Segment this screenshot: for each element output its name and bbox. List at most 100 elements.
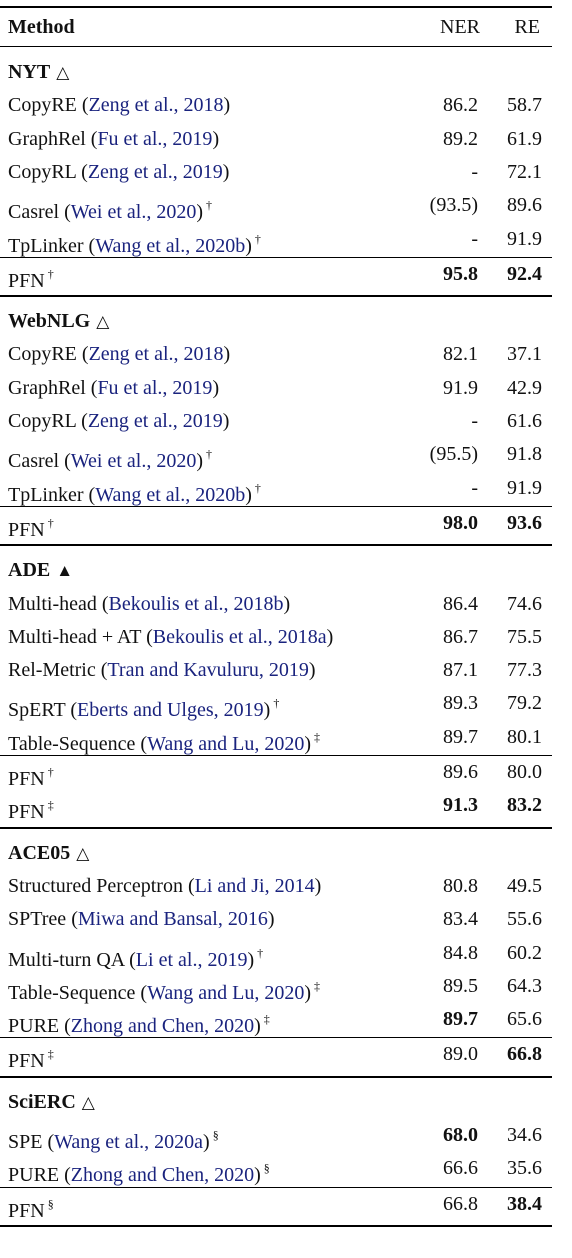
ner-value: 83.4 [443,908,478,931]
re-value: 61.9 [507,127,542,150]
ner-value: (93.5) [429,194,478,217]
footnote-mark: § [263,1161,270,1176]
pfn-rule [0,256,552,258]
footnote-mark: ‡ [314,978,321,993]
re-value: 75.5 [507,625,542,648]
re-value: 58.7 [507,94,542,117]
method-cell: PFN † [8,756,54,795]
footnote-mark: † [206,447,213,462]
method-name: SPE [8,1131,43,1153]
method-cell: PURE (Zhong and Chen, 2020) § [8,1161,270,1187]
method-cell: SPE (Wang et al., 2020a) § [8,1128,219,1153]
citation-link: Wei et al., 2020 [70,201,197,224]
method-name: CopyRL [8,410,77,432]
citation-link: Wang and Lu, 2020 [147,981,305,1004]
table-header: Method NER RE [0,8,552,46]
re-value: 61.6 [507,410,542,432]
method-cell: Table-Sequence (Wang and Lu, 2020) ‡ [8,729,321,755]
header-re: RE [514,16,540,38]
method-cell: Casrel (Wei et al., 2020) † [8,447,213,473]
section-name: NYT [8,61,51,83]
method-name: GraphRel [8,376,86,399]
table-row: CopyRE (Zeng et al., 2018) 86.2 58.7 [0,89,552,121]
section-title: SciERC △ [8,1086,95,1118]
re-value: 80.1 [507,725,542,748]
table-row: Table-Sequence (Wang and Lu, 2020) ‡ 89.5 6… [0,970,552,1004]
method-name: CopyRL [8,160,77,183]
citation-link: Miwa and Bansal, 2016 [77,908,268,931]
citation-link: Bekoulis et al., 2018b [108,592,284,615]
method-name: Multi-head [8,592,97,615]
table-row: TpLinker (Wang et al., 2020b) † - 91.9 [0,472,552,506]
table-row: Multi-turn QA (Li et al., 2019) † 84.8 60.2 [0,937,552,971]
table-row: PURE (Zhong and Chen, 2020) § 66.6 35.6 [0,1152,552,1186]
table-row: CopyRL (Zeng et al., 2019) - 61.6 [0,405,552,437]
citation-link: Tran and Kavuluru, 2019 [107,659,309,682]
method-name: CopyRE [8,343,77,366]
footnote-mark: † [206,198,213,213]
re-value: 49.5 [507,874,542,897]
section-symbol: ▲ [56,561,74,581]
method-name: Multi-turn QA [8,948,125,971]
section-symbol: △ [56,63,70,82]
citation-link: Wei et al., 2020 [70,450,197,473]
method-cell: SPTree (Miwa and Bansal, 2016) [8,908,275,931]
re-value: 37.1 [507,343,542,366]
method-cell: PFN ‡ [8,789,54,828]
section-symbol: △ [81,1092,95,1112]
ner-value: 91.3 [443,794,478,817]
table-row: CopyRE (Zeng et al., 2018) 82.1 37.1 [0,338,552,370]
method-cell: Rel-Metric (Tran and Kavuluru, 2019) [8,659,316,682]
re-value: 91.9 [507,227,542,250]
method-name: Structured Perceptron [8,874,183,897]
ner-value: 89.5 [443,974,478,997]
re-value: 80.0 [507,761,542,783]
re-value: 89.6 [507,194,542,217]
table-row: PFN † 98.0 93.6 [0,507,552,541]
section-symbol: △ [76,843,90,863]
citation-link: Fu et al., 2019 [97,127,213,150]
re-value: 38.4 [507,1192,542,1215]
method-name: CopyRE [8,94,77,117]
ner-value: 89.0 [443,1043,478,1066]
method-name: PURE [8,1164,60,1187]
method-cell: CopyRL (Zeng et al., 2019) [8,160,230,183]
section-name: ADE [8,559,51,582]
citation-link: Wang et al., 2020a [54,1131,204,1153]
citation-link: Eberts and Ulges, 2019 [77,699,264,722]
citation-link: Zeng et al., 2018 [88,94,224,117]
citation-link: Zhong and Chen, 2020 [70,1164,255,1187]
citation-link: Li et al., 2019 [135,948,248,971]
method-name: Casrel [8,201,60,224]
ner-value: 95.8 [443,262,478,285]
pfn-rule [0,1037,552,1039]
citation-link: Wang and Lu, 2020 [147,732,305,755]
method-name: TpLinker [8,234,84,257]
ner-value: 66.6 [443,1157,478,1180]
table-row: Casrel (Wei et al., 2020) † (95.5) 91.8 [0,438,552,472]
footnote-mark: † [47,765,54,779]
section-name: SciERC [8,1090,76,1113]
ner-value: - [471,476,478,499]
table-row: PFN § 66.8 38.4 [0,1188,552,1222]
ner-value: 89.7 [443,725,478,748]
footnote-mark: † [254,231,261,246]
method-cell: TpLinker (Wang et al., 2020b) † [8,231,261,257]
method-name: Table-Sequence [8,981,136,1004]
citation-link: Zeng et al., 2019 [87,160,223,183]
ner-value: - [471,160,478,183]
header-rule [0,46,552,47]
re-value: 83.2 [507,794,542,817]
section-title: WebNLG △ [8,305,109,337]
method-cell: Structured Perceptron (Li and Ji, 2014) [8,874,322,897]
method-name: GraphRel [8,127,86,150]
method-name: TpLinker [8,483,84,506]
ner-value: 89.6 [443,761,478,783]
method-cell: PFN ‡ [8,1038,54,1077]
citation-link: Wang et al., 2020b [95,483,246,506]
footnote-mark: † [47,266,54,281]
pfn-rule [0,505,552,507]
method-cell: Table-Sequence (Wang and Lu, 2020) ‡ [8,978,321,1004]
table-row: GraphRel (Fu et al., 2019) 89.2 61.9 [0,123,552,155]
